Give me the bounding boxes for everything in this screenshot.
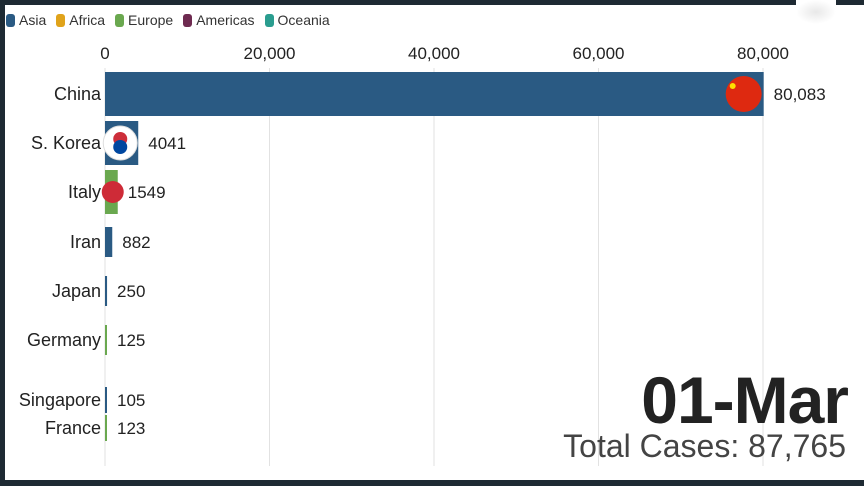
value-label: 4041 [148, 134, 186, 153]
category-label: Germany [27, 330, 101, 350]
legend-swatch-africa [56, 13, 66, 27]
total-cases-label: Total Cases: 87,765 [563, 428, 846, 464]
x-tick-label: 40,000 [408, 44, 460, 63]
date-label: 01-Mar [641, 363, 849, 437]
category-label: Singapore [19, 390, 101, 410]
corner-shadow [796, 0, 836, 24]
legend-label-americas: Americas [196, 12, 255, 28]
x-tick-label: 0 [100, 44, 109, 63]
legend-swatch-europe [115, 13, 125, 27]
value-label: 1549 [128, 183, 166, 202]
category-label: Iran [70, 232, 101, 252]
china-flag-icon [725, 76, 762, 112]
x-tick-label: 80,000 [737, 44, 789, 63]
legend-label-oceania: Oceania [277, 12, 330, 28]
korea-flag-blue-icon [113, 140, 128, 154]
category-label: Italy [68, 182, 101, 202]
legend-swatch-americas [183, 13, 193, 27]
legend-item-americas: Americas [183, 12, 255, 28]
legend-label-asia: Asia [19, 12, 47, 28]
bar [105, 387, 107, 413]
value-label: 123 [117, 419, 145, 438]
bar [105, 227, 113, 257]
bar [105, 72, 764, 116]
bar [105, 276, 108, 306]
legend-swatch-asia [6, 13, 15, 27]
legend-item-africa: Africa [56, 12, 105, 28]
category-label: France [45, 418, 101, 438]
category-label: Japan [52, 281, 101, 301]
china-flag-star-icon [729, 83, 736, 89]
category-label: China [54, 84, 102, 104]
legend-label-africa: Africa [69, 12, 106, 28]
x-tick-label: 20,000 [244, 44, 296, 63]
value-label: 125 [117, 331, 145, 350]
x-tick-label: 60,000 [573, 44, 625, 63]
value-label: 882 [122, 233, 150, 252]
legend: Asia Africa Europe Americas Oceania [6, 12, 330, 28]
legend-item-oceania: Oceania [264, 12, 330, 28]
value-label: 105 [117, 391, 145, 410]
legend-item-europe: Europe [115, 12, 173, 28]
category-label: S. Korea [31, 133, 102, 153]
value-label: 250 [117, 282, 145, 301]
italy-flag-icon [101, 181, 124, 203]
legend-item-asia: Asia [6, 12, 46, 28]
legend-label-europe: Europe [128, 12, 174, 28]
legend-swatch-oceania [264, 13, 274, 27]
bar [105, 325, 107, 355]
bar [105, 415, 107, 441]
value-label: 80,083 [774, 85, 826, 104]
